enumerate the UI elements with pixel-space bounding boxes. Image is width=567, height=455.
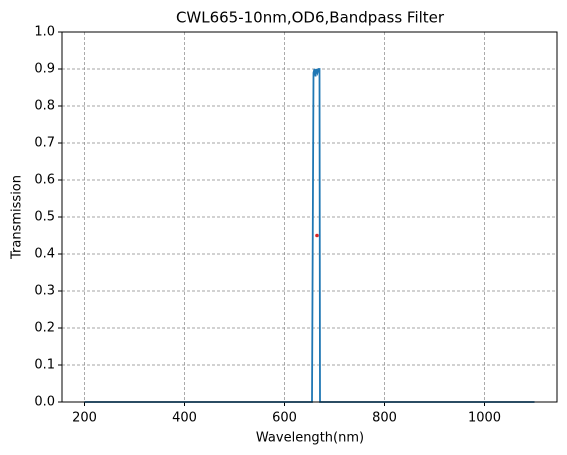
y-tick-label: 0.9 xyxy=(34,62,55,77)
y-tick-label: 0.8 xyxy=(34,99,55,114)
y-tick-label: 0.0 xyxy=(34,395,55,410)
y-tick-label: 0.7 xyxy=(34,136,55,151)
y-tick-label: 1.0 xyxy=(34,25,55,40)
y-tick-label: 0.6 xyxy=(34,173,55,188)
x-tick-label: 800 xyxy=(372,411,397,426)
x-axis-label: Wavelength(nm) xyxy=(256,431,364,446)
point xyxy=(315,233,319,238)
x-tick-label: 600 xyxy=(272,411,297,426)
x-tick-label: 400 xyxy=(172,411,197,426)
y-axis-label: Transmission xyxy=(10,175,25,260)
y-tick-label: 0.1 xyxy=(34,358,55,373)
x-tick-label: 200 xyxy=(72,411,97,426)
plot-frame xyxy=(61,31,558,403)
chart-title: CWL665-10nm,OD6,Bandpass Filter xyxy=(176,9,445,27)
y-tick-label: 0.3 xyxy=(34,284,55,299)
y-tick-label: 0.5 xyxy=(34,210,55,225)
y-tick-label: 0.2 xyxy=(34,321,55,336)
x-tick-label: 1000 xyxy=(468,411,501,426)
y-tick-label: 0.4 xyxy=(34,247,55,262)
